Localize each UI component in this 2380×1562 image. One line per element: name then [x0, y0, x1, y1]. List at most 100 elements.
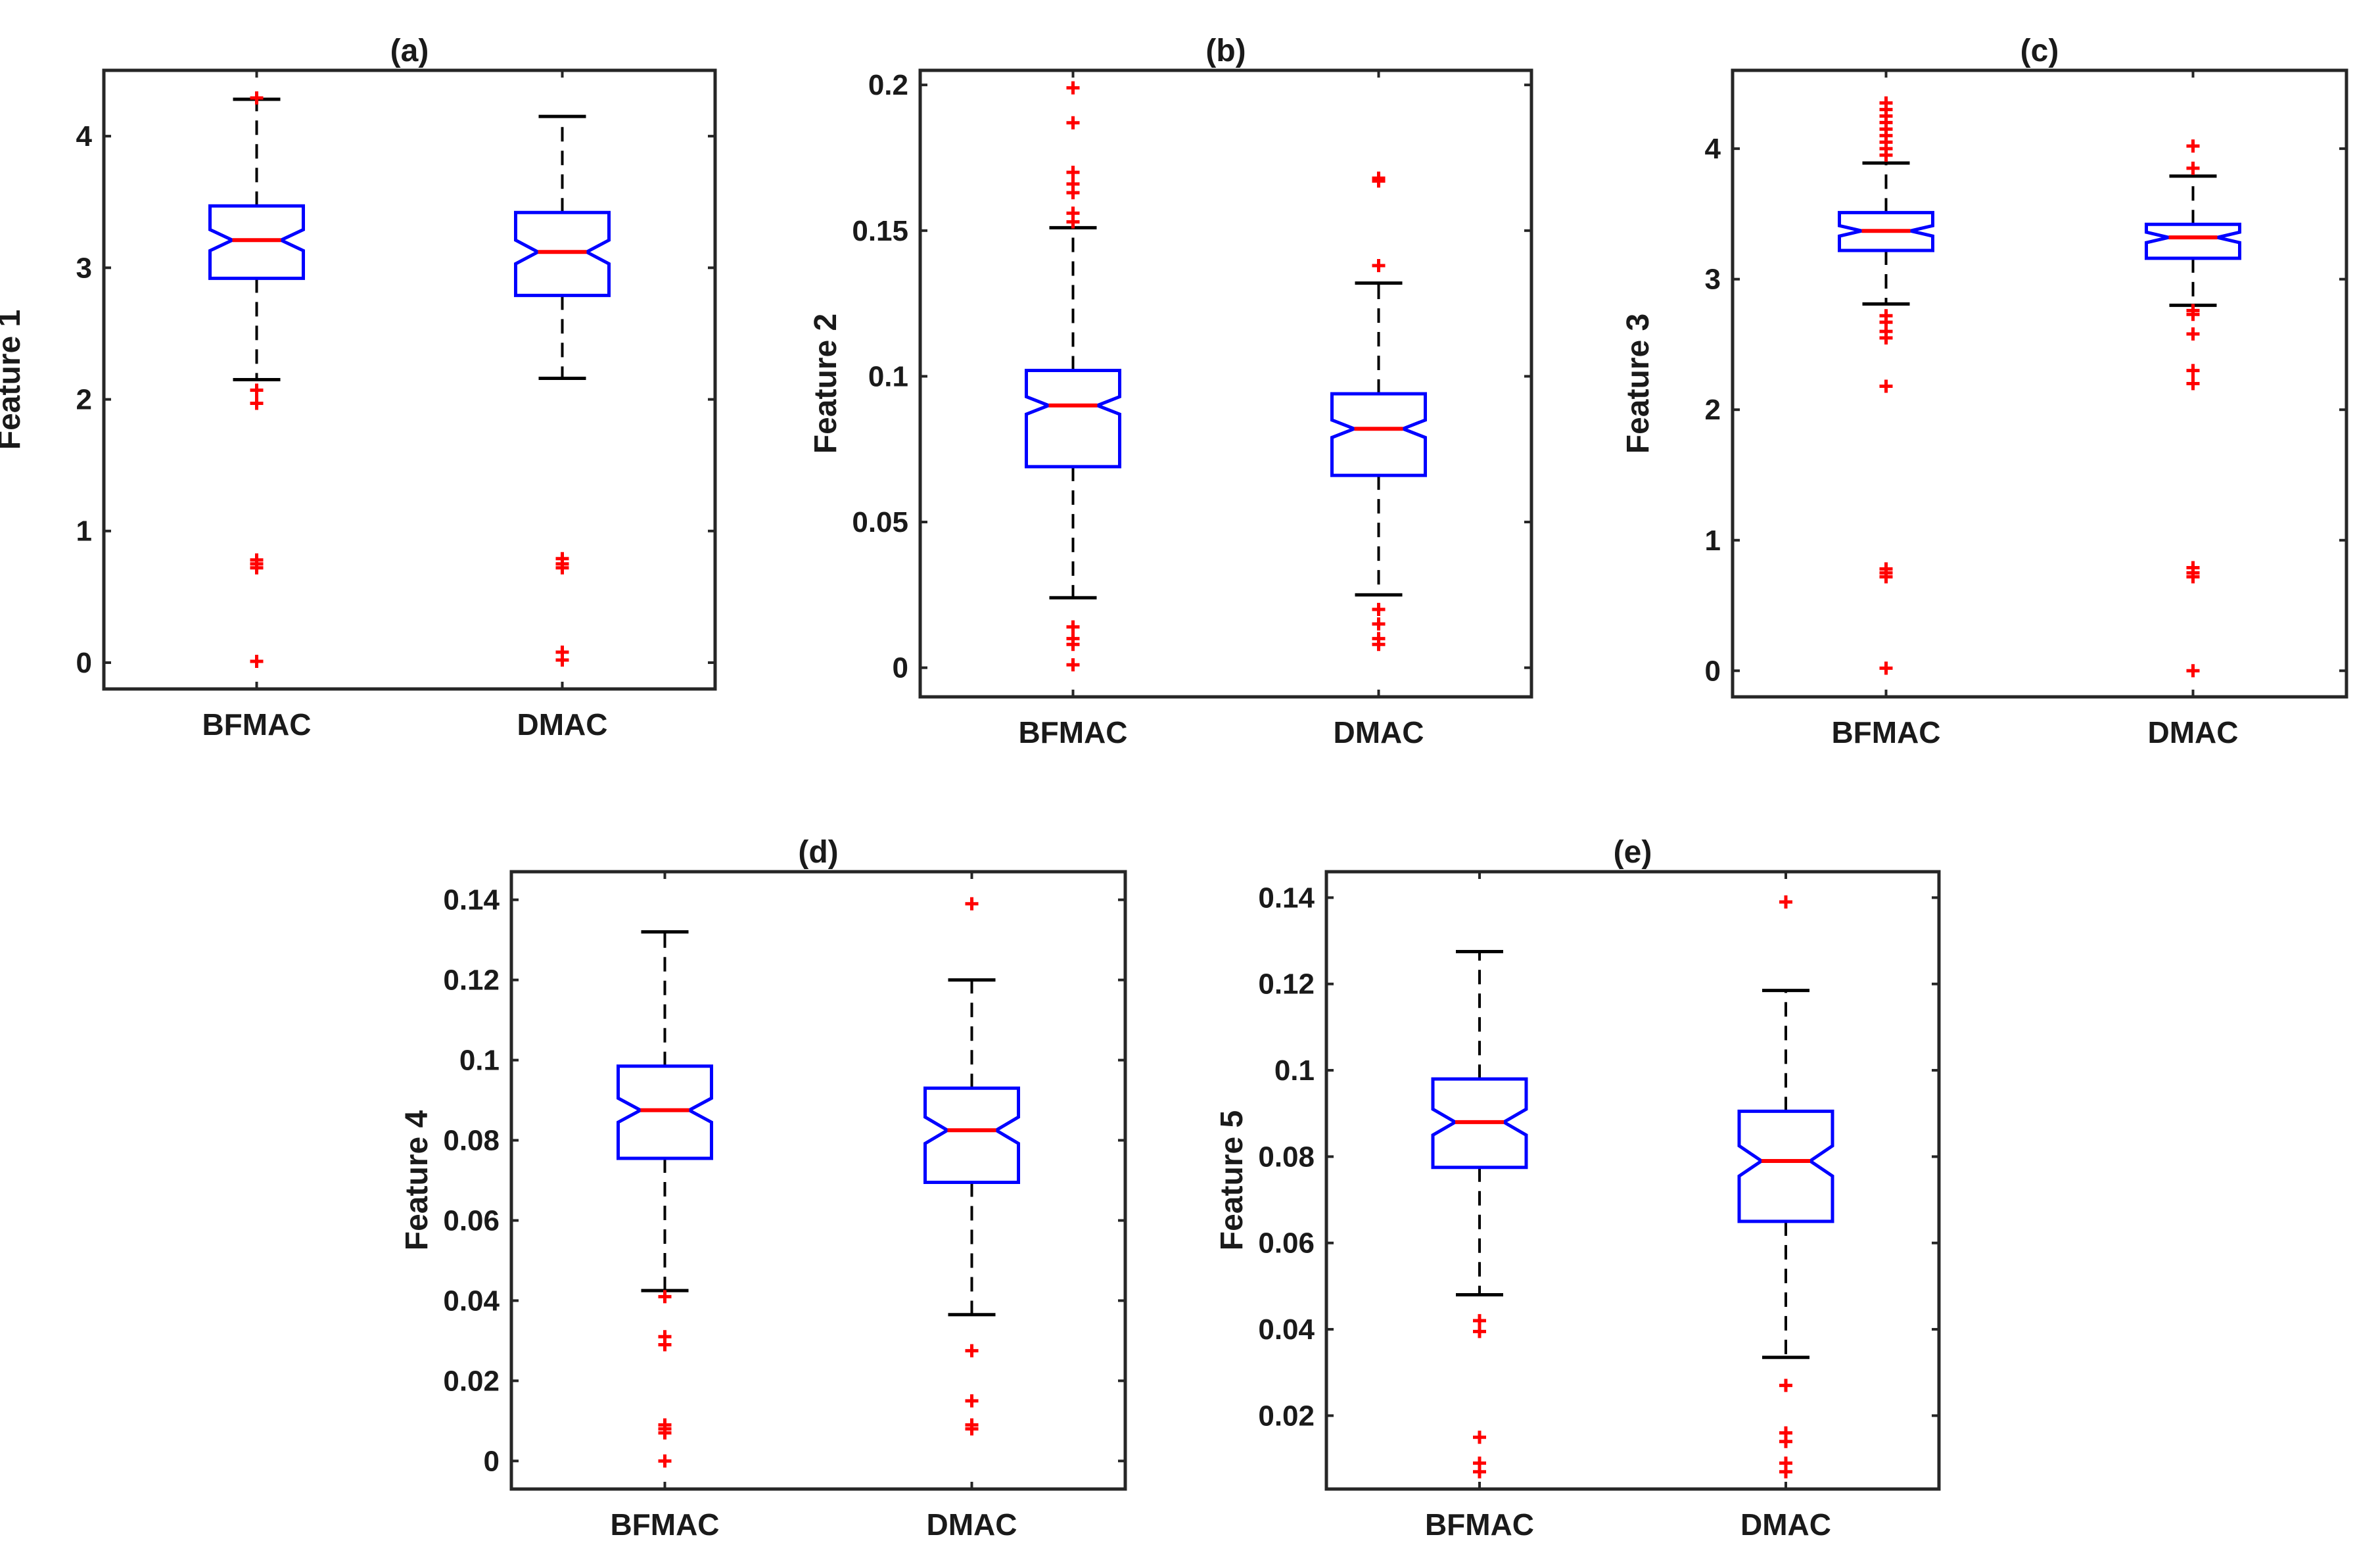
- panel-d-ytick-label: 0.14: [443, 884, 500, 916]
- outlier-marker: [965, 897, 979, 911]
- panel-d-ytick-label: 0.1: [459, 1045, 500, 1077]
- outlier-marker: [1372, 174, 1386, 188]
- panel-b: (b) Feature 2 0 0.05 0.1 0.15 0.2 BFMAC DMAC: [808, 34, 1533, 749]
- outlier-marker: [1066, 620, 1080, 634]
- outlier-marker: [1473, 1431, 1486, 1444]
- panel-e: (e) Feature 5 0.02 0.04 0.06 0.08 0.1 0.12 0.14 B…: [1215, 835, 1941, 1542]
- panel-c-ytick-label: 1: [1705, 525, 1721, 557]
- panel-b-box-bfmac: [1025, 81, 1121, 672]
- outlier-marker: [1066, 116, 1080, 130]
- panel-e-category-label: DMAC: [1740, 1507, 1831, 1542]
- outlier-marker: [1066, 81, 1080, 95]
- outlier-marker: [1879, 661, 1893, 675]
- outlier-marker: [1372, 603, 1386, 617]
- panel-c-ylabel: Feature 3: [1621, 314, 1656, 454]
- panel-a-box-bfmac: [208, 91, 305, 668]
- outlier-marker: [1879, 379, 1893, 393]
- outlier-marker: [2186, 364, 2200, 377]
- outlier-marker: [1779, 1379, 1792, 1392]
- panel-c-ytick-label: 4: [1705, 133, 1721, 165]
- panel-d-ytick-label: 0.04: [443, 1285, 500, 1317]
- panel-a-box-dmac: [514, 114, 611, 667]
- outlier-marker: [250, 396, 264, 410]
- outlier-marker: [1372, 638, 1386, 651]
- panel-a-ytick-label: 2: [76, 384, 92, 416]
- outlier-marker: [1066, 215, 1080, 229]
- panel-e-ytick-label: 0.12: [1258, 968, 1315, 1001]
- panel-d-axes-frame: [509, 870, 1127, 1491]
- outlier-marker: [1779, 1465, 1792, 1479]
- panel-d-ytick-label: 0.12: [443, 964, 500, 997]
- panel-c: (c) Feature 3 0 1 2 3 4 BFMAC DMAC: [1621, 34, 2348, 749]
- panel-a-ytick-label: 3: [76, 252, 92, 284]
- panel-b-category-label: DMAC: [1334, 715, 1424, 749]
- panel-a: (a) Feature 1 0 1 2 3 4 BFMAC DMAC: [0, 34, 717, 742]
- outlier-marker: [1066, 658, 1080, 672]
- notched-box: [208, 204, 305, 280]
- outlier-marker: [965, 1422, 979, 1436]
- panel-e-ytick-label: 0.04: [1258, 1314, 1315, 1346]
- notched-box: [1737, 1109, 1834, 1223]
- panel-d-ytick-label: 0.06: [443, 1204, 500, 1237]
- panel-b-box-dmac: [1330, 172, 1427, 651]
- panel-e-ylabel: Feature 5: [1215, 1110, 1249, 1250]
- panel-e-ytick-label: 0.06: [1258, 1227, 1315, 1260]
- notched-box: [1330, 392, 1427, 477]
- panel-d-box-dmac: [923, 897, 1020, 1436]
- notched-box: [923, 1086, 1020, 1185]
- panel-b-ytick-label: 0.1: [868, 360, 908, 392]
- outlier-marker: [555, 653, 569, 667]
- outlier-marker: [658, 1290, 672, 1304]
- panel-b-ytick-label: 0.2: [868, 69, 908, 101]
- notched-box: [1025, 369, 1121, 469]
- panel-d-ytick-label: 0.08: [443, 1125, 500, 1157]
- outlier-marker: [1473, 1465, 1486, 1479]
- outlier-marker: [250, 561, 264, 575]
- outlier-marker: [965, 1344, 979, 1358]
- panel-c-axes-frame: [1731, 68, 2348, 699]
- outlier-marker: [1473, 1325, 1486, 1338]
- panel-b-ytick-label: 0: [893, 652, 908, 684]
- outlier-marker: [1779, 1434, 1792, 1448]
- outlier-marker: [2186, 161, 2200, 175]
- outlier-marker: [658, 1454, 672, 1468]
- panel-d-category-label: BFMAC: [610, 1507, 719, 1542]
- outlier-marker: [2186, 664, 2200, 678]
- outlier-marker: [250, 91, 264, 105]
- outlier-marker: [2186, 327, 2200, 341]
- panel-b-ytick-label: 0.15: [852, 215, 908, 247]
- outlier-marker: [658, 1426, 672, 1440]
- panel-e-ytick-label: 0.02: [1258, 1400, 1315, 1432]
- panel-d-box-bfmac: [617, 930, 713, 1468]
- outlier-marker: [2186, 308, 2200, 321]
- panel-c-title: (c): [2020, 34, 2059, 68]
- outlier-marker: [1066, 166, 1080, 179]
- outlier-marker: [555, 561, 569, 575]
- panel-e-ytick-label: 0.1: [1274, 1054, 1315, 1087]
- panel-d-title: (d): [798, 835, 838, 870]
- panel-b-ytick-label: 0.05: [852, 506, 908, 538]
- outlier-marker: [1879, 149, 1893, 162]
- panel-a-ytick-label: 0: [76, 647, 92, 679]
- panel-e-axes-frame: [1324, 870, 1941, 1491]
- panel-c-ytick-label: 2: [1705, 394, 1721, 426]
- outlier-marker: [1879, 331, 1893, 345]
- panel-a-ytick-label: 4: [76, 120, 93, 153]
- notched-box: [514, 210, 611, 297]
- panel-b-title: (b): [1205, 34, 1246, 68]
- outlier-marker: [1066, 638, 1080, 651]
- panel-c-category-label: BFMAC: [1831, 715, 1940, 749]
- panel-a-ylabel: Feature 1: [0, 310, 27, 450]
- panel-a-category-label: BFMAC: [202, 707, 311, 742]
- outlier-marker: [2186, 139, 2200, 153]
- outlier-marker: [1779, 895, 1792, 909]
- panel-d-ytick-label: 0: [484, 1445, 500, 1477]
- outlier-marker: [658, 1338, 672, 1352]
- panel-b-category-label: BFMAC: [1018, 715, 1127, 749]
- panel-d-ylabel: Feature 4: [400, 1110, 434, 1250]
- panel-d-category-label: DMAC: [927, 1507, 1017, 1542]
- panel-d: (d) Feature 4 0 0.02 0.04 0.06 0.08 0.1 0.12 0.14…: [400, 835, 1127, 1542]
- outlier-marker: [2186, 377, 2200, 390]
- notched-box: [617, 1064, 713, 1160]
- outlier-marker: [1372, 258, 1386, 272]
